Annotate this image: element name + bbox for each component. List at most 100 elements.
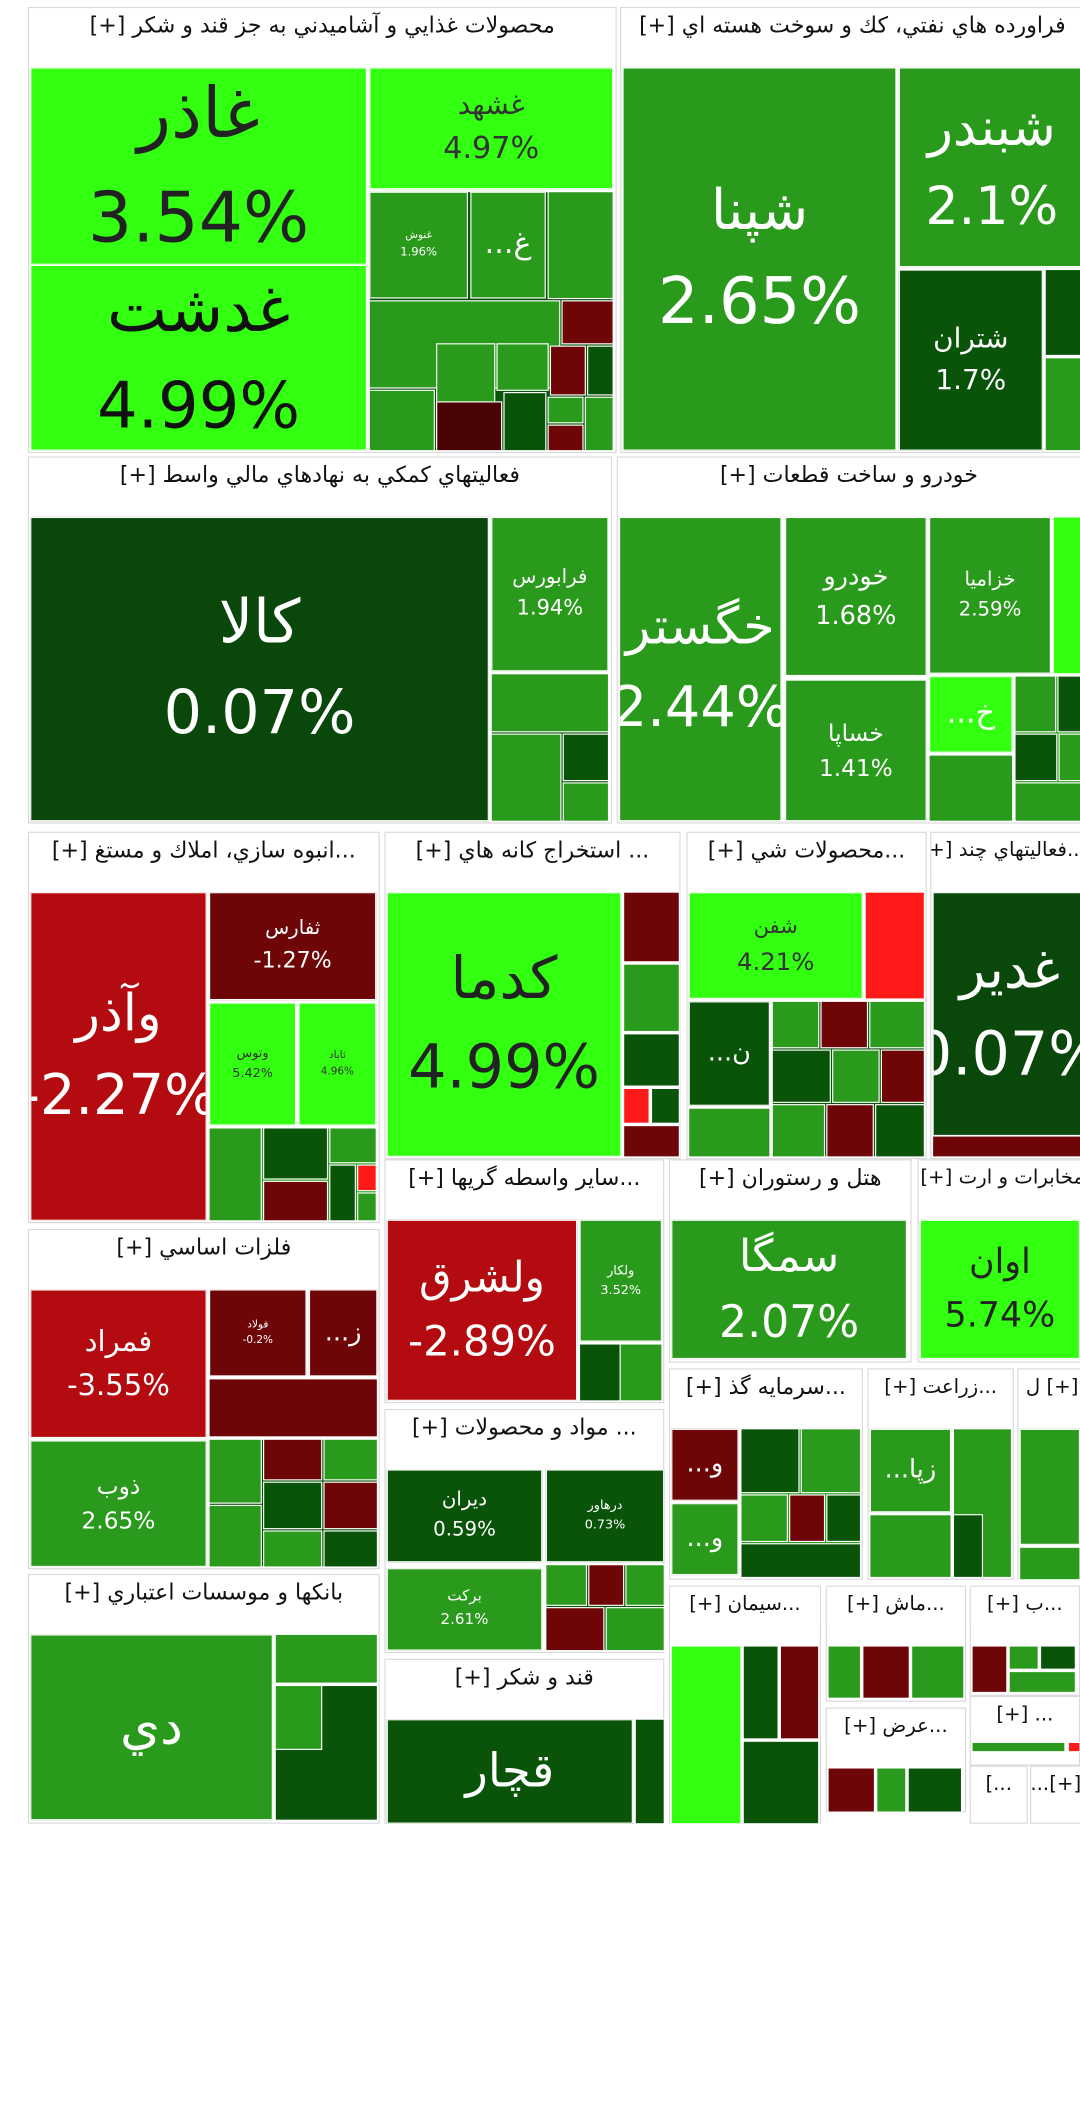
- stock-tile[interactable]: فرابورس 1.94%: [491, 516, 609, 672]
- stock-tile[interactable]: ن...: [688, 1001, 770, 1106]
- stock-tile[interactable]: غنوش 1.96%: [369, 191, 469, 299]
- minor-stock-tile[interactable]: [263, 1127, 329, 1180]
- sector-block[interactable]: ... استخراج كانه هاي [+]: [384, 831, 681, 1160]
- sector-title[interactable]: ...عرض [+]: [826, 1708, 966, 1744]
- stock-tile[interactable]: سمگا 2.07%: [671, 1219, 907, 1360]
- stock-tile[interactable]: وآذر -2.27%: [30, 892, 207, 1221]
- sector-title[interactable]: ...]: [970, 1766, 1027, 1802]
- minor-stock-tile[interactable]: [623, 1033, 680, 1087]
- stock-tile[interactable]: كالا 0.07%: [30, 516, 489, 822]
- minor-stock-tile[interactable]: [907, 1767, 963, 1813]
- stock-tile[interactable]: بركت 2.61%: [386, 1568, 543, 1651]
- minor-stock-tile[interactable]: [820, 1000, 869, 1049]
- sector-title[interactable]: ...زراعت [+]: [868, 1369, 1013, 1405]
- stock-tile[interactable]: كدما 4.99%: [386, 892, 622, 1157]
- minor-stock-tile[interactable]: [623, 1087, 650, 1124]
- minor-stock-tile[interactable]: [274, 1684, 323, 1750]
- stock-tile[interactable]: خودرو 1.68%: [785, 516, 927, 677]
- stock-tile[interactable]: قچار: [386, 1719, 633, 1824]
- sector-block[interactable]: ...ساير واسطه گريها [+]: [384, 1159, 665, 1404]
- stock-tile[interactable]: ثاباد 4.96%: [298, 1002, 377, 1126]
- sector-title[interactable]: فعاليتهاي كمكي به نهادهاي مالي واسط [+]: [29, 457, 611, 493]
- sector-block[interactable]: بانكها و موسسات اعتباري [+]: [27, 1573, 380, 1824]
- stock-tile[interactable]: وتوس 5.42%: [209, 1002, 297, 1126]
- sector-title[interactable]: خودرو و ساخت قطعات [+]: [617, 457, 1080, 493]
- minor-stock-tile[interactable]: [496, 343, 549, 391]
- minor-stock-tile[interactable]: [490, 673, 610, 733]
- minor-stock-tile[interactable]: [1039, 1645, 1076, 1670]
- stock-tile[interactable]: شفن 4.21%: [688, 892, 863, 999]
- sector-block[interactable]: ...ب [+]: [969, 1585, 1080, 1696]
- minor-stock-tile[interactable]: [952, 1514, 984, 1579]
- sector-block[interactable]: ... [+]: [969, 1695, 1080, 1766]
- stock-tile[interactable]: شپنا 2.65%: [622, 67, 897, 451]
- minor-stock-tile[interactable]: [1044, 268, 1080, 357]
- sector-block[interactable]: ...]: [969, 1765, 1028, 1824]
- sector-title[interactable]: ... [+]: [970, 1697, 1079, 1732]
- stock-tile[interactable]: دي: [30, 1634, 273, 1821]
- minor-stock-tile[interactable]: [832, 1049, 880, 1103]
- minor-stock-tile[interactable]: [1014, 733, 1058, 782]
- minor-stock-tile[interactable]: [1019, 1546, 1080, 1581]
- sector-block[interactable]: ...سيمان [+]: [668, 1585, 822, 1824]
- minor-stock-tile[interactable]: [827, 1645, 862, 1699]
- minor-stock-tile[interactable]: [740, 1428, 800, 1494]
- stock-tile[interactable]: ولكار 3.52%: [579, 1219, 662, 1342]
- minor-stock-tile[interactable]: [329, 1127, 377, 1164]
- minor-stock-tile[interactable]: [971, 1645, 1008, 1694]
- minor-stock-tile[interactable]: [826, 1104, 874, 1158]
- minor-stock-tile[interactable]: [562, 733, 610, 782]
- minor-stock-tile[interactable]: [490, 733, 562, 822]
- minor-stock-tile[interactable]: [623, 1125, 680, 1158]
- minor-stock-tile[interactable]: [1058, 733, 1080, 782]
- sector-title[interactable]: محصولات غذايي و آشاميدني به جز قند و شكر…: [29, 8, 616, 43]
- minor-stock-tile[interactable]: [862, 1645, 910, 1699]
- minor-stock-tile[interactable]: [503, 392, 547, 452]
- stock-tile[interactable]: شتران 1.7%: [898, 269, 1043, 451]
- minor-stock-tile[interactable]: [263, 1481, 323, 1530]
- stock-tile[interactable]: [1019, 1428, 1080, 1545]
- stock-tile[interactable]: اوان 5.74%: [919, 1219, 1080, 1360]
- minor-stock-tile[interactable]: [875, 1104, 925, 1158]
- minor-stock-tile[interactable]: [625, 1564, 665, 1606]
- minor-stock-tile[interactable]: [274, 1633, 379, 1684]
- sector-title[interactable]: ...انبوه سازي، املاك و مستغ [+]: [29, 832, 379, 868]
- minor-stock-tile[interactable]: [357, 1192, 377, 1222]
- minor-stock-tile[interactable]: [1008, 1645, 1039, 1670]
- stock-tile[interactable]: غاذر 3.54%: [30, 67, 367, 265]
- sector-title[interactable]: ...ب [+]: [970, 1586, 1079, 1622]
- minor-stock-tile[interactable]: [1067, 1741, 1080, 1753]
- stock-tile[interactable]: غ...: [470, 191, 546, 299]
- stock-tile[interactable]: درهاور 0.73%: [545, 1469, 665, 1563]
- stock-tile[interactable]: ذوب 2.65%: [30, 1440, 207, 1567]
- minor-stock-tile[interactable]: [545, 1564, 588, 1606]
- minor-stock-tile[interactable]: [588, 1564, 625, 1606]
- minor-stock-tile[interactable]: [323, 1530, 379, 1568]
- minor-stock-tile[interactable]: [549, 345, 586, 396]
- minor-stock-tile[interactable]: [928, 754, 1014, 822]
- minor-stock-tile[interactable]: [547, 396, 584, 424]
- stock-tile[interactable]: غشهد 4.97%: [369, 67, 614, 190]
- sector-title[interactable]: فلزات اساسي [+]: [29, 1230, 379, 1265]
- sector-block[interactable]: خودرو و ساخت قطعات [+]: [616, 456, 1080, 824]
- stock-tile[interactable]: ديران 0.59%: [386, 1469, 543, 1563]
- sector-block[interactable]: قند و شكر [+]: [384, 1658, 665, 1824]
- sector-block[interactable]: ...انبوه سازي، املاك و مستغ [+]: [27, 831, 380, 1224]
- stock-tile[interactable]: ثفارس -1.27%: [209, 892, 377, 1001]
- sector-title[interactable]: ...ماش [+]: [826, 1586, 966, 1622]
- minor-stock-tile[interactable]: [208, 1504, 262, 1568]
- sector-title[interactable]: ...سيمان [+]: [670, 1586, 820, 1622]
- sector-block[interactable]: ...فعاليتهاي چند [+]: [930, 831, 1080, 1160]
- sector-block[interactable]: هتل و رستوران [+]: [668, 1159, 912, 1363]
- stock-tile[interactable]: زپا...: [869, 1428, 952, 1513]
- minor-stock-tile[interactable]: [740, 1494, 788, 1543]
- stock-tile[interactable]: غدشت 4.99%: [30, 264, 367, 451]
- sector-block[interactable]: ... مواد و محصولات [+]: [384, 1409, 665, 1653]
- minor-stock-tile[interactable]: [208, 1438, 262, 1504]
- sector-block[interactable]: ...محصولات شي [+]: [686, 831, 927, 1160]
- minor-stock-tile[interactable]: [368, 389, 435, 452]
- minor-stock-tile[interactable]: [971, 1741, 1066, 1753]
- stock-tile[interactable]: خزاميا 2.59%: [929, 516, 1051, 674]
- minor-stock-tile[interactable]: [670, 1645, 742, 1824]
- sector-block[interactable]: محصولات غذايي و آشاميدني به جز قند و شكر…: [27, 6, 617, 454]
